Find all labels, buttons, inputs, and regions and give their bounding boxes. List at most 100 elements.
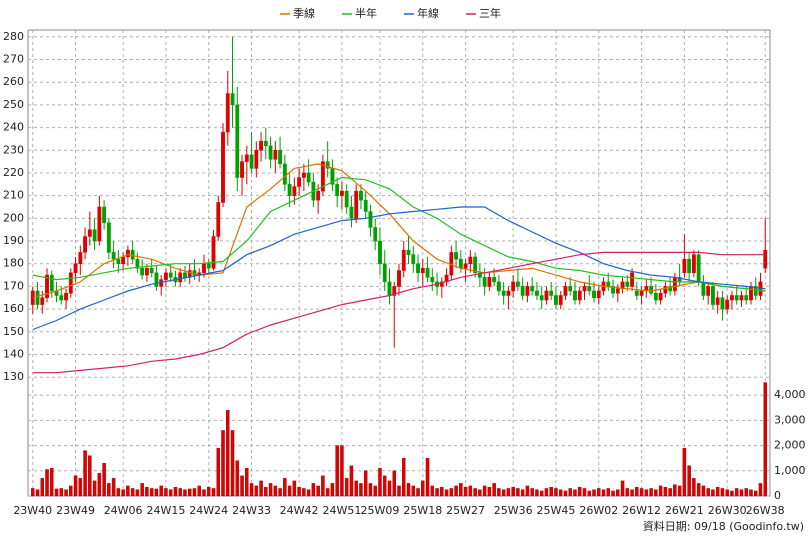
volume-bar	[620, 480, 625, 497]
volume-bar	[382, 475, 387, 497]
volume-bar	[468, 485, 473, 497]
candle-body	[701, 281, 706, 296]
candle-body	[373, 227, 378, 242]
volume-bar	[421, 480, 425, 497]
y-tick-label: 0	[774, 489, 781, 502]
y-tick-label: 1,000	[774, 464, 806, 477]
volume-bar	[387, 480, 392, 497]
volume-bar	[149, 488, 154, 497]
candle-body	[696, 254, 701, 283]
y-tick-label: 130	[3, 370, 24, 383]
volume-bar	[92, 480, 97, 497]
volume-bar	[506, 488, 511, 497]
volume-bar	[711, 489, 715, 497]
volume-bar	[473, 488, 477, 497]
x-tick-label: 24W15	[146, 504, 185, 517]
candle-body	[178, 272, 183, 283]
legend-label: 季線	[293, 6, 315, 20]
candle-body	[711, 286, 715, 305]
candle-body	[106, 222, 111, 253]
candle-body	[658, 292, 663, 301]
volume-bar	[449, 488, 454, 497]
y-tick-label: 200	[3, 211, 24, 224]
candle-body	[463, 263, 468, 269]
legend-label: 半年	[355, 6, 377, 20]
volume-bar	[111, 478, 116, 497]
volume-bar	[83, 450, 87, 497]
candle-body	[116, 258, 121, 264]
volume-bar	[625, 488, 630, 497]
volume-bar	[297, 486, 301, 497]
volume-bar	[373, 485, 377, 497]
candle-body	[111, 252, 116, 260]
volume-bar	[440, 486, 444, 497]
volume-bar	[259, 480, 263, 497]
candle-body	[473, 256, 478, 274]
candle-body	[97, 206, 102, 242]
candle-body	[140, 268, 145, 276]
volume-bar	[126, 485, 130, 497]
volume-bar	[630, 489, 634, 497]
x-tick-label: 26W02	[579, 504, 618, 517]
candle-body	[573, 290, 577, 301]
candle-body	[706, 286, 711, 296]
candle-body	[164, 272, 168, 280]
volume-bar	[549, 486, 553, 497]
x-tick-label: 23W49	[56, 504, 95, 517]
candle-body	[344, 190, 349, 208]
candle-body	[401, 249, 406, 271]
x-tick-label: 23W40	[13, 504, 52, 517]
candle-body	[259, 140, 263, 151]
candle-body	[292, 186, 297, 196]
candle-body	[525, 286, 530, 296]
candle-body	[325, 161, 330, 169]
volume-bar	[539, 490, 544, 497]
volume-bar	[444, 489, 449, 497]
candle-body	[634, 290, 639, 296]
candle-body	[554, 295, 558, 305]
x-tick-label: 26W12	[622, 504, 661, 517]
volume-bar	[183, 489, 187, 497]
candle-body	[653, 292, 658, 301]
candle-body	[235, 104, 240, 178]
volume-bar	[497, 488, 501, 497]
candle-body	[183, 272, 187, 278]
volume-bar	[340, 445, 344, 497]
candle-body	[744, 295, 749, 301]
candle-body	[392, 286, 397, 296]
candle-body	[64, 292, 68, 301]
candle-body	[663, 286, 668, 294]
candle-body	[49, 274, 54, 292]
volume-bar	[639, 488, 644, 497]
candle-body	[425, 268, 430, 278]
volume-bar	[168, 489, 173, 497]
volume-bar	[687, 465, 691, 497]
volume-bar	[363, 470, 368, 497]
candle-body	[454, 252, 458, 260]
candle-body	[430, 277, 435, 283]
candle-body	[263, 140, 268, 146]
volume-bar	[97, 473, 102, 497]
volume-bar	[563, 490, 568, 497]
volume-bar	[226, 410, 230, 497]
volume-bar	[430, 485, 435, 497]
volume-bar	[597, 488, 601, 497]
volume-bar	[88, 455, 92, 497]
x-tick-label: 26W38	[746, 504, 785, 517]
volume-bar	[592, 489, 596, 497]
x-tick-label: 24W06	[104, 504, 143, 517]
volume-bar	[611, 490, 615, 497]
volume-bar	[511, 486, 515, 497]
volume-bar	[107, 483, 111, 497]
candle-body	[306, 172, 311, 183]
volume-bar	[454, 485, 458, 497]
volume-bar	[344, 478, 349, 497]
candle-body	[487, 277, 492, 287]
candle-body	[202, 263, 206, 274]
volume-bar	[211, 488, 216, 497]
ma-line	[32, 163, 766, 299]
y-tick-label: 240	[3, 121, 24, 134]
x-tick-label: 25W27	[446, 504, 485, 517]
ma-line	[32, 206, 766, 331]
